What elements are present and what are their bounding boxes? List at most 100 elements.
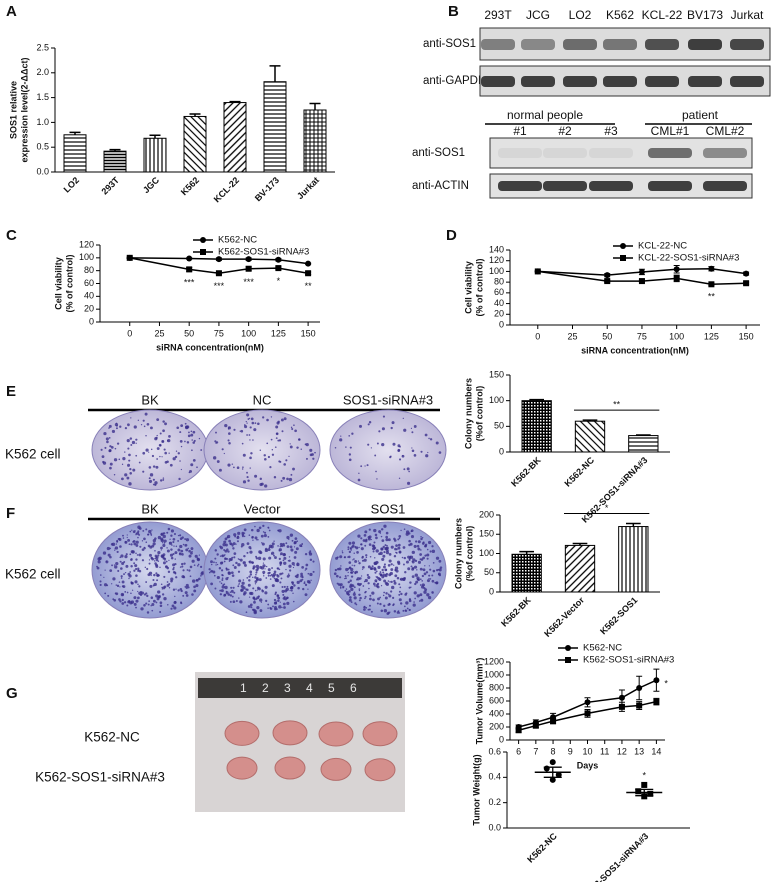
colony-dot [196,466,198,469]
colony-dot [148,559,151,561]
colony-dot [397,449,401,452]
colony-dot [268,527,270,529]
colony-dot [345,577,347,580]
colony-dot [135,558,138,561]
x-tick-label: 12 [617,746,627,756]
colony-dot [253,428,257,432]
colony-dot [291,539,294,542]
colony-dot [188,569,191,572]
colony-dot [294,575,297,578]
panel-label: B [448,3,459,20]
point [275,265,282,272]
x-tick-label: 7 [533,746,538,756]
colony-dot [278,557,281,561]
lane-label: BV173 [687,8,723,22]
colony-dot [385,538,389,542]
colony-dot [404,571,407,574]
colony-dot [137,590,139,593]
colony-dot [190,433,194,437]
tumor [226,756,258,780]
ruler-number: 4 [306,681,313,695]
legend-marker [620,243,626,249]
colony-dot [435,569,439,572]
colony-dot [391,585,395,590]
colony-dot [157,535,162,540]
colony-dot [128,543,131,546]
colony-dot [266,418,269,422]
colony-dot [186,441,190,444]
colony-dot [255,564,260,569]
colony-dot [192,430,196,434]
colony-dot [254,422,257,425]
ruler-number: 6 [350,681,357,695]
series-line [537,270,747,286]
colony-dot [150,534,153,536]
colony-dot [347,555,351,559]
colony-dot [221,579,224,582]
colony-dot [383,591,386,594]
colony-dot [372,598,375,602]
significance: *** [214,281,225,291]
colony-dot [233,533,237,537]
colony-dot [214,549,218,552]
y-tick-label: 120 [79,239,94,249]
colony-dot [407,481,411,485]
colony-dot [396,576,400,580]
colony-dot [292,592,294,595]
colony-dot [348,590,351,593]
colony-dot [282,552,286,557]
colony-dot [219,581,221,583]
colony-dot [373,528,377,533]
tumor [224,720,260,746]
colony-dot [417,540,421,544]
colony-dot [393,537,396,541]
colony-dot [253,597,256,600]
x-tick-label: 13 [634,746,644,756]
x-tick-label: 0 [127,328,132,338]
colony-dot [276,574,280,578]
y-tick-label: 1.5 [36,92,49,102]
x-tick-label: 10 [582,746,592,756]
colony-dot [376,478,378,480]
colony-dot [424,554,427,557]
colony-dot [276,594,279,597]
colony-dot [277,599,280,602]
error-bar [109,148,121,152]
colony-dot [384,596,388,600]
colony-dot [280,479,283,482]
colony-dot [122,534,124,537]
colony-dot [177,548,181,552]
blot-band [498,148,542,158]
colony-dot [248,534,251,536]
colony-dot [420,535,422,538]
colony-dot [132,468,136,472]
point [305,270,312,277]
colony-dot [300,448,302,451]
colony-dot [390,563,393,566]
colony-dot [288,477,293,482]
colony-dot [175,450,178,452]
colony-dot [195,584,199,588]
point [245,256,252,263]
colony-dot [255,571,258,574]
colony-dot [223,555,225,557]
legend-label: KCL-22-SOS1-siRNA#3 [638,253,739,264]
colony-dot [361,556,364,559]
colony-dot [369,597,372,601]
colony-dot [237,585,240,588]
colony-dot [358,561,361,565]
colony-dot [233,556,236,559]
colony-dot [368,528,371,531]
colony-dot [376,582,380,586]
colony-dot [233,591,236,594]
colony-dot [344,590,347,592]
colony-dot [133,542,137,546]
colony-dot [264,568,266,570]
colony-dot [181,575,185,579]
colony-dot [279,542,283,546]
colony-dot [215,562,217,564]
y-tick-label: 40 [494,298,504,308]
colony-dot [364,578,368,583]
colony-dot [427,451,429,454]
colony-dot [375,536,378,540]
